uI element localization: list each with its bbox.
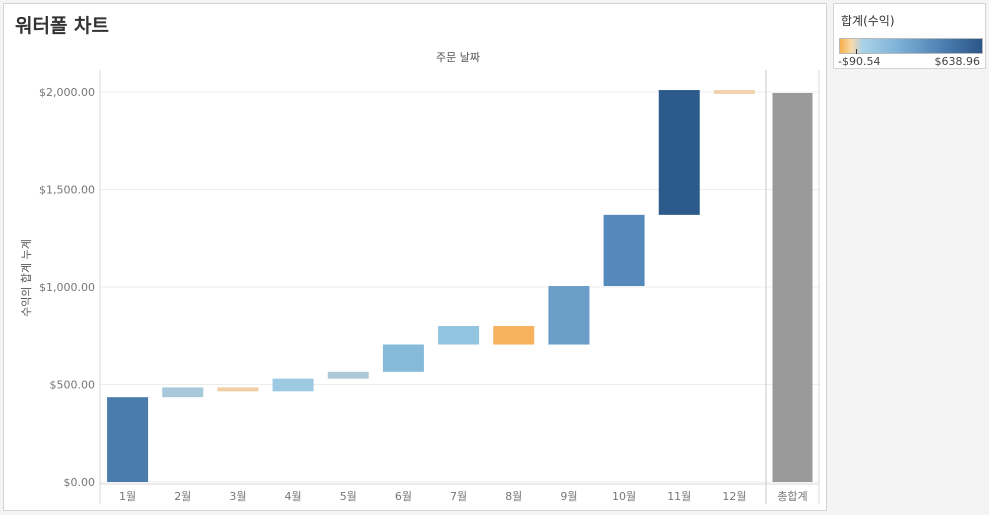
waterfall-bar[interactable] [548, 286, 590, 345]
y-tick-label: $1,000.00 [39, 281, 95, 294]
y-tick-label: $2,000.00 [39, 86, 95, 99]
axes: $0.00 $500.00 $1,000.00 $1,500.00 $2,000.00 1… [39, 70, 820, 504]
viz-area: 워터폴 차트 주문 날짜 수익의 합계 누계 $0.00 $500.00 $1,00… [3, 3, 827, 511]
waterfall-bar[interactable] [327, 371, 369, 379]
legend-max-label: $638.96 [934, 55, 981, 68]
x-tick-label: 8월 [505, 490, 522, 503]
legend-zero-marker [856, 49, 857, 54]
gridlines [100, 91, 819, 483]
x-tick-label: 6월 [395, 490, 412, 503]
y-axis-title: 수익의 합계 누계 [20, 239, 33, 317]
waterfall-chart: 주문 날짜 수익의 합계 누계 $0.00 $500.00 $1,000.00 $1,… [20, 51, 820, 504]
waterfall-bar[interactable] [493, 326, 535, 345]
waterfall-bar[interactable] [603, 214, 645, 287]
x-tick-label: 12월 [722, 490, 746, 503]
y-tick-label: $500.00 [50, 379, 96, 392]
x-tick-label: 2월 [174, 490, 191, 503]
total-label: 총합계 [777, 490, 807, 503]
waterfall-bar[interactable] [217, 387, 259, 392]
color-legend[interactable]: 합계(수익) -$90.54 $638.96 [833, 3, 986, 69]
waterfall-bar[interactable] [162, 387, 204, 398]
x-tick-label: 5월 [340, 490, 357, 503]
x-tick-label: 11월 [667, 490, 691, 503]
waterfall-bar[interactable] [382, 344, 424, 372]
x-tick-label: 1월 [119, 490, 136, 503]
legend-min-label: -$90.54 [838, 55, 881, 68]
waterfall-bar[interactable] [107, 397, 149, 482]
x-tick-label: 4월 [285, 490, 302, 503]
x-tick-label: 7월 [450, 490, 467, 503]
waterfall-bar[interactable] [272, 378, 314, 392]
bars [107, 90, 813, 482]
y-tick-label: $1,500.00 [39, 184, 95, 197]
page-title: 워터폴 차트 [15, 15, 110, 37]
x-tick-label: 9월 [560, 490, 577, 503]
waterfall-bar[interactable] [438, 326, 480, 345]
y-tick-label: $0.00 [64, 476, 96, 489]
waterfall-bar[interactable] [713, 90, 755, 94]
x-tick-label: 3월 [229, 490, 246, 503]
x-tick-label: 10월 [612, 490, 636, 503]
waterfall-bar[interactable] [658, 90, 700, 215]
total-bar[interactable] [772, 92, 813, 482]
x-axis-title: 주문 날짜 [436, 51, 480, 64]
legend-gradient-bar [839, 38, 983, 54]
legend-title: 합계(수익) [841, 14, 895, 28]
